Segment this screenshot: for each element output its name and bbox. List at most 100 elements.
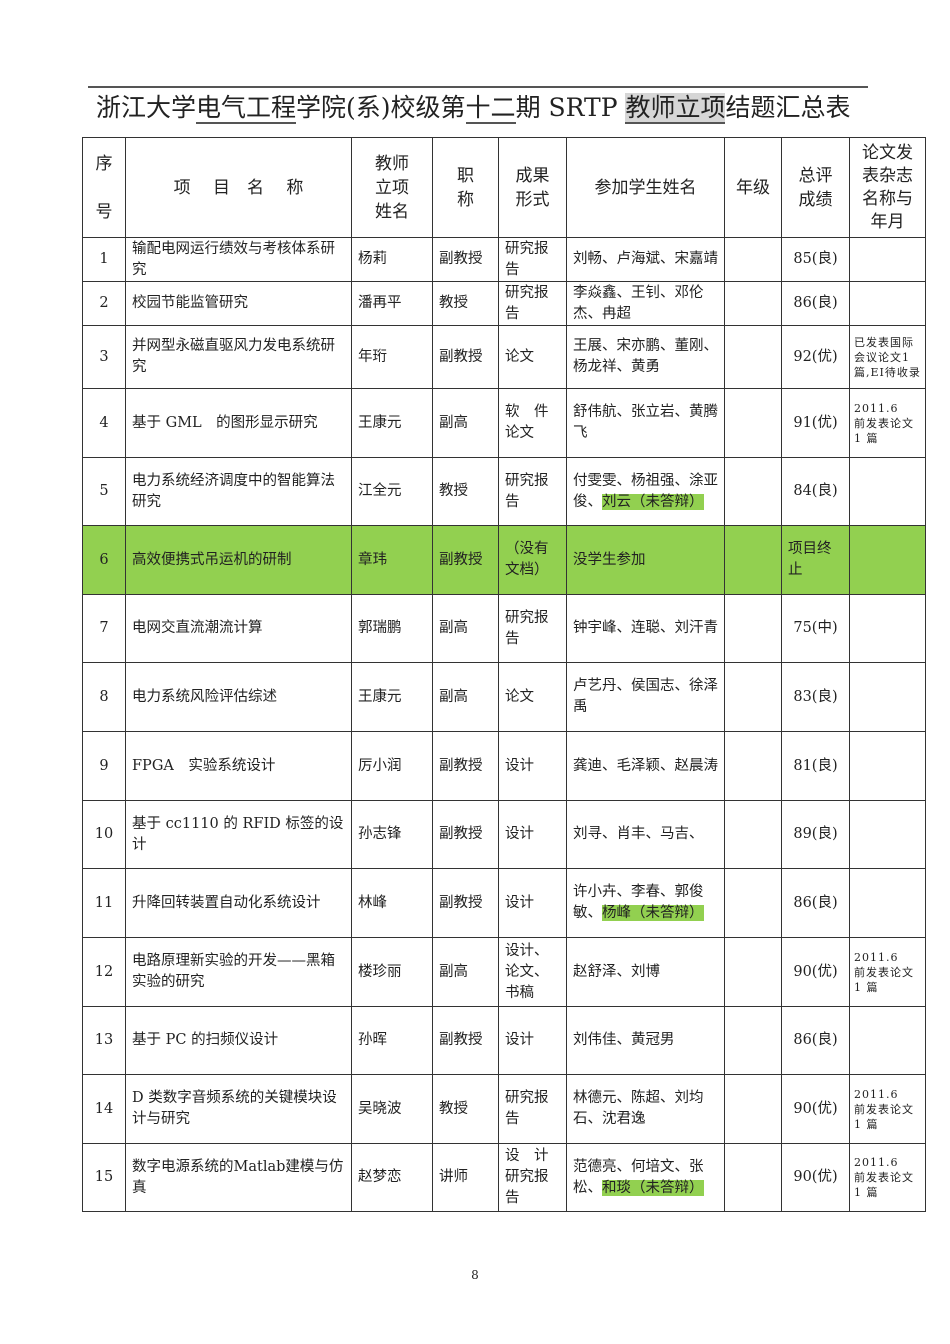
summary-table: 序 号 项 目 名 称 教师 立项 姓名 职 称 成果 形式 参加学生姓名 年级…	[82, 137, 926, 1212]
student-names: 刘寻、肖丰、马吉、	[573, 826, 704, 842]
cell-project: D 类数字音频系统的关键模块设计与研究	[125, 1074, 352, 1144]
cell-seq: 15	[82, 1143, 126, 1212]
cell-teacher: 楼珍丽	[351, 937, 433, 1007]
cell-score: 90(优)	[781, 1143, 850, 1212]
table-row: 14 D 类数字音频系统的关键模块设计与研究 吴晓波 教授 研究报告 林德元、陈超、刘均石…	[82, 1074, 926, 1144]
cell-rank: 教授	[432, 281, 499, 326]
cell-project: 输配电网运行绩效与考核体系研究	[125, 237, 352, 282]
header-rule	[88, 86, 868, 88]
cell-teacher: 章玮	[351, 525, 433, 595]
cell-teacher: 王康元	[351, 388, 433, 458]
cell-teacher: 王康元	[351, 662, 433, 732]
student-names: 刘畅、卢海斌、宋嘉靖	[573, 251, 718, 267]
cell-rank: 教授	[432, 1074, 499, 1144]
cell-journal	[849, 731, 926, 801]
student-names: 李焱鑫、王钊、邓伦杰、冉超	[573, 284, 704, 322]
cell-journal: 2011.6 前发表论文 1 篇	[849, 1143, 926, 1212]
cell-journal	[849, 594, 926, 663]
cell-grade	[724, 1143, 782, 1212]
cell-project: 并网型永磁直驱风力发电系统研究	[125, 325, 352, 389]
cell-project: 升降回转装置自动化系统设计	[125, 868, 352, 938]
student-names: 舒伟航、张立岩、黄腾飞	[573, 404, 718, 441]
header-journal: 论文发 表杂志 名称与 年月	[849, 137, 926, 238]
header-grade: 年级	[724, 137, 782, 238]
student-not-defended: 和琰（未答辩）	[602, 1179, 704, 1196]
cell-result: （没有文档）	[498, 525, 567, 595]
cell-score: 85(良)	[781, 237, 850, 282]
cell-teacher: 孙志锋	[351, 800, 433, 869]
cell-result: 研究报告	[498, 594, 567, 663]
cell-journal: 2011.6 前发表论文 1 篇	[849, 1074, 926, 1144]
cell-grade	[724, 1074, 782, 1144]
student-names: 范德亮、何培文、张松、	[573, 1158, 704, 1196]
cell-students: 刘伟佳、黄冠男	[566, 1006, 725, 1075]
cell-score: 92(优)	[781, 325, 850, 389]
page-title: 浙江大学电气工程学院(系)校级第十二期 SRTP 教师立项结题汇总表	[96, 88, 851, 124]
cell-result: 设计、论文、书稿	[498, 937, 567, 1007]
student-names: 龚迪、毛泽颖、赵晨涛	[573, 757, 718, 774]
title-text: 期 SRTP	[515, 93, 626, 122]
cell-teacher: 孙晖	[351, 1006, 433, 1075]
table-row: 15 数字电源系统的Matlab建模与仿真 赵梦恋 讲师设 计研究报告 范德亮、何培文、…	[82, 1143, 926, 1212]
header-score: 总评 成绩	[781, 137, 850, 238]
student-names: 没学生参加	[573, 551, 646, 568]
cell-seq: 13	[82, 1006, 126, 1075]
cell-journal	[849, 800, 926, 869]
cell-students: 李焱鑫、王钊、邓伦杰、冉超	[566, 281, 725, 326]
table-row: 12 电路原理新实验的开发——黑箱实验的研究 楼珍丽 副高 设计、论文、书稿 赵舒泽、刘博…	[82, 937, 926, 1007]
cell-score: 86(良)	[781, 281, 850, 326]
cell-score: 91(优)	[781, 388, 850, 458]
table-row: 8 电力系统风险评估综述 王康元 副高 论文 卢艺丹、侯国志、徐泽禹 83(良)	[82, 662, 926, 732]
student-not-defended: 杨峰（未答辩）	[602, 905, 704, 921]
cell-result: 研究报告	[498, 237, 567, 282]
cell-journal: 已发表国际会议论文1篇,EI待收录	[849, 325, 926, 389]
cell-seq: 5	[82, 457, 126, 526]
cell-grade	[724, 237, 782, 282]
cell-students: 钟宇峰、连聪、刘汗青	[566, 594, 725, 663]
cell-project: 基于 cc1110 的 RFID 标签的设计	[125, 800, 352, 869]
cell-project: 校园节能监管研究	[125, 281, 352, 326]
table-row: 7 电网交直流潮流计算 郭瑞鹏 副高 研究报告 钟宇峰、连聪、刘汗青 75(中)	[82, 594, 926, 663]
cell-result: 设计	[498, 868, 567, 938]
cell-project: 基于 PC 的扫频仪设计	[125, 1006, 352, 1075]
cell-result: 软 件论文	[498, 388, 567, 458]
cell-rank: 副高	[432, 937, 499, 1007]
student-names: 钟宇峰、连聪、刘汗青	[573, 620, 718, 636]
title-text: 浙江大学	[96, 93, 197, 122]
table-header-row: 序 号 项 目 名 称 教师 立项 姓名 职 称 成果 形式 参加学生姓名 年级…	[82, 137, 926, 238]
cell-score: 83(良)	[781, 662, 850, 732]
cell-score: 84(良)	[781, 457, 850, 526]
cell-result: 论文	[498, 325, 567, 389]
cell-journal	[849, 281, 926, 326]
cell-teacher: 江全元	[351, 457, 433, 526]
cell-grade	[724, 800, 782, 869]
cell-seq: 8	[82, 662, 126, 732]
cell-teacher: 赵梦恋	[351, 1143, 433, 1212]
cell-score: 86(良)	[781, 1006, 850, 1075]
cell-students: 赵舒泽、刘博	[566, 937, 725, 1007]
table-row: 4 基于 GML 的图形显示研究 王康元 副高软 件论文 舒伟航、张立岩、黄腾飞 91(优…	[82, 388, 926, 458]
cell-grade	[724, 525, 782, 595]
student-names: 付雯雯、杨祖强、涂亚俊、	[573, 472, 718, 510]
title-highlighted: 教师立项	[625, 93, 726, 124]
cell-result: 研究报告	[498, 457, 567, 526]
cell-rank: 教授	[432, 457, 499, 526]
table-row: 13 基于 PC 的扫频仪设计 孙晖 副教授 设计 刘伟佳、黄冠男 86(良)	[82, 1006, 926, 1075]
cell-journal	[849, 868, 926, 938]
cell-teacher: 郭瑞鹏	[351, 594, 433, 663]
cell-rank: 副教授	[432, 325, 499, 389]
table-row: 10 基于 cc1110 的 RFID 标签的设计 孙志锋 副教授 设计 刘寻、肖丰、马吉…	[82, 800, 926, 869]
cell-result: 设计	[498, 731, 567, 801]
header-rank: 职 称	[432, 137, 499, 238]
cell-teacher: 杨莉	[351, 237, 433, 282]
cell-grade	[724, 388, 782, 458]
cell-score: 90(优)	[781, 1074, 850, 1144]
cell-rank: 副教授	[432, 525, 499, 595]
cell-students: 林德元、陈超、刘均石、沈君逸	[566, 1074, 725, 1144]
cell-project: 高效便携式吊运机的研制	[125, 525, 352, 595]
table-row: 9 FPGA 实验系统设计 厉小润 副教授 设计 龚迪、毛泽颖、赵晨涛 81(良)	[82, 731, 926, 801]
cell-seq: 9	[82, 731, 126, 801]
cell-teacher: 厉小润	[351, 731, 433, 801]
header-students: 参加学生姓名	[566, 137, 725, 238]
cell-seq: 3	[82, 325, 126, 389]
